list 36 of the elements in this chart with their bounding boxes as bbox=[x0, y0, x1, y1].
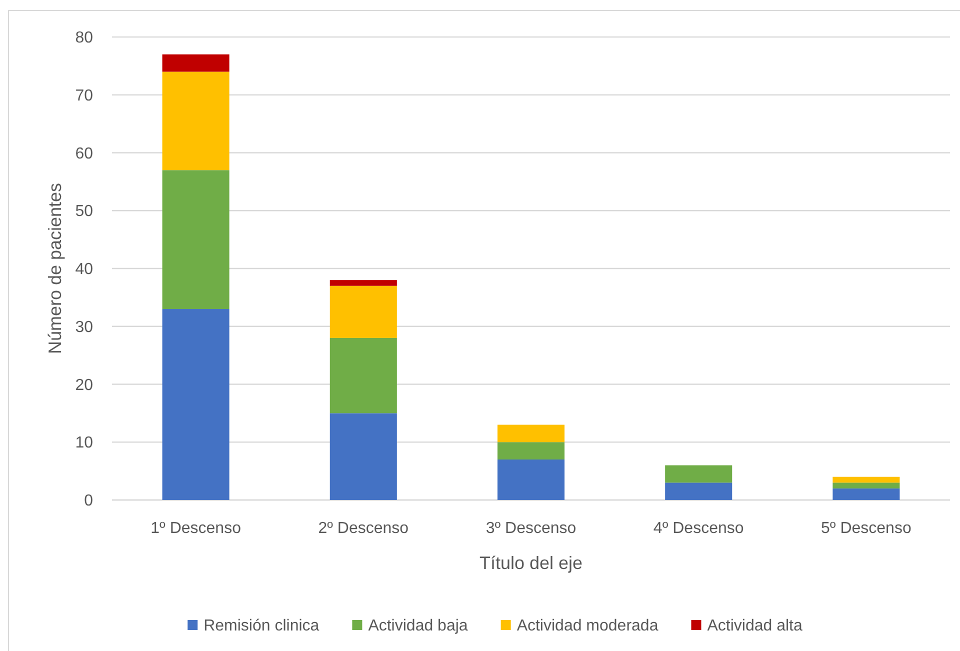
legend-label: Actividad alta bbox=[707, 618, 802, 635]
bar bbox=[832, 488, 900, 500]
y-tick-label: 20 bbox=[75, 376, 94, 394]
y-tick-label: 40 bbox=[75, 261, 94, 278]
y-tick-label: 60 bbox=[75, 145, 94, 162]
bar bbox=[665, 482, 732, 500]
bar bbox=[330, 280, 397, 286]
bar bbox=[832, 476, 900, 483]
x-tick-label: 1º Descenso bbox=[150, 520, 242, 537]
y-tick-label: 10 bbox=[75, 434, 94, 452]
bar bbox=[665, 465, 732, 483]
legend-label: Actividad moderada bbox=[516, 618, 658, 635]
x-tick-label: 4º Descenso bbox=[653, 520, 744, 537]
y-tick-label: 70 bbox=[75, 87, 94, 104]
x-axis-title: Título del eje bbox=[479, 553, 583, 573]
bar bbox=[162, 170, 230, 310]
bar bbox=[330, 338, 397, 414]
y-tick-label: 80 bbox=[75, 30, 94, 47]
x-tick-label: 5º Descenso bbox=[821, 520, 912, 537]
legend-label: Actividad baja bbox=[368, 618, 468, 635]
bar bbox=[497, 424, 565, 442]
bar bbox=[832, 482, 900, 488]
x-tick-label: 2º Descenso bbox=[318, 520, 409, 537]
bar bbox=[497, 459, 565, 500]
legend-label: Remisión clinica bbox=[204, 618, 320, 635]
bar bbox=[330, 286, 397, 338]
y-tick-label: 50 bbox=[75, 203, 94, 220]
bar bbox=[162, 309, 230, 500]
bar bbox=[162, 72, 230, 170]
x-tick-label: 3º Descenso bbox=[486, 520, 576, 537]
y-axis-title: Número de pacientes bbox=[45, 182, 65, 354]
y-tick-label: 0 bbox=[84, 492, 94, 510]
bar bbox=[497, 442, 565, 460]
bar bbox=[330, 413, 397, 500]
bar bbox=[162, 54, 230, 72]
y-tick-label: 30 bbox=[75, 318, 94, 336]
